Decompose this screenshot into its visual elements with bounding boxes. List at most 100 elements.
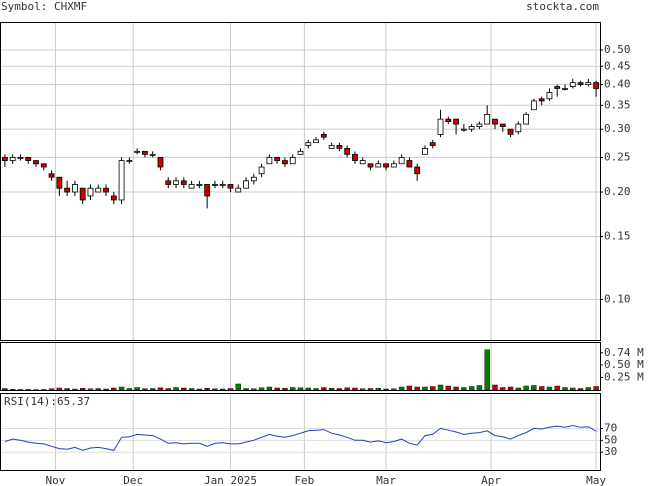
candle-body <box>149 153 156 156</box>
candle-body <box>344 147 351 155</box>
volume-bar <box>134 387 140 391</box>
candle-body <box>476 123 483 127</box>
candle-body <box>414 166 421 175</box>
volume-bar <box>227 388 234 391</box>
candle-body <box>103 187 109 193</box>
volume-bar <box>56 387 63 391</box>
volume-bar <box>204 388 210 391</box>
volume-bar <box>383 388 389 391</box>
candle-body <box>56 176 63 189</box>
x-tick-label: Mar <box>376 474 396 486</box>
candle-body <box>165 180 172 185</box>
rsi-frame <box>0 393 601 471</box>
rsi-tick-label: 50 <box>604 433 617 446</box>
volume-bar <box>142 388 148 391</box>
candle-body <box>235 187 242 193</box>
rsi-line <box>4 424 597 451</box>
volume-bar <box>321 387 327 391</box>
volume-bar <box>188 388 195 391</box>
volume-bar <box>531 385 537 391</box>
volume-tick-label: 0.50 M <box>604 358 644 371</box>
volume-bar <box>251 388 257 391</box>
volume-bar <box>17 389 24 391</box>
volume-bar <box>515 387 522 391</box>
y-tick-label: 0.35 <box>604 98 631 111</box>
x-tick-label: Nov <box>46 474 66 486</box>
volume-bar <box>523 385 529 391</box>
volume-bar <box>212 388 218 391</box>
candle-body <box>227 184 234 189</box>
candle-body <box>266 157 273 165</box>
y-tick-label: 0.30 <box>604 122 631 135</box>
volume-bar <box>126 388 133 391</box>
volume-bar <box>235 383 241 391</box>
volume-bar <box>406 385 413 391</box>
candle-body <box>406 160 413 168</box>
y-tick-label: 0.25 <box>604 150 631 163</box>
candle-body <box>258 166 265 175</box>
volume-bar <box>328 388 335 391</box>
candle-body <box>289 157 296 165</box>
rsi-label: RSI(14):65.37 <box>4 395 90 408</box>
volume-tick-label: 0.25 M <box>604 370 644 383</box>
candle-body <box>219 184 226 186</box>
candle-body <box>134 150 141 153</box>
volume-bar <box>181 387 187 391</box>
volume-bar <box>468 386 475 391</box>
candle-body <box>313 139 319 144</box>
volume-bar <box>282 388 288 391</box>
x-tick-label: Feb <box>294 474 314 486</box>
volume-bar <box>445 385 452 391</box>
candle-body <box>320 134 327 138</box>
volume-bar <box>554 385 560 391</box>
candle-body <box>196 184 203 186</box>
candle-body <box>1 157 8 161</box>
candle-body <box>64 187 71 193</box>
volume-bar <box>220 388 226 391</box>
volume-bar <box>570 387 576 391</box>
rsi-tick-label: 70 <box>604 421 617 434</box>
candle-body <box>523 113 529 125</box>
volume-bar <box>546 386 553 391</box>
volume-bar <box>344 387 350 391</box>
candle-body <box>554 86 561 89</box>
volume-bar <box>290 387 296 391</box>
volume-tick-label: 0.74 M <box>604 346 644 359</box>
candle-body <box>25 157 32 161</box>
volume-bar <box>72 388 78 391</box>
candle-body <box>336 145 343 149</box>
candle-body <box>274 157 281 161</box>
volume-bar <box>9 389 16 391</box>
volume-bar <box>360 388 366 391</box>
volume-bar <box>266 386 273 391</box>
volume-bar <box>305 387 311 391</box>
candle-body <box>87 187 94 197</box>
volume-frame <box>0 342 601 391</box>
volume-bar <box>313 388 319 391</box>
volume-bar <box>87 388 94 391</box>
candle-body <box>468 126 475 130</box>
candle-body <box>110 195 117 201</box>
volume-bar <box>149 388 156 391</box>
candle-body <box>577 82 584 85</box>
candle-body <box>118 160 125 201</box>
volume-bar <box>118 386 125 391</box>
volume-bar <box>453 386 459 391</box>
volume-bar <box>95 388 101 391</box>
rsi-tick-label: 30 <box>604 445 617 458</box>
volume-bar <box>437 384 444 391</box>
y-tick-label: 0.20 <box>604 185 631 198</box>
volume-bar <box>64 388 70 391</box>
candle-body <box>212 184 218 186</box>
candle-body <box>17 157 24 159</box>
y-tick-label: 0.50 <box>604 43 631 56</box>
candle-body <box>40 163 47 168</box>
volume-bar <box>484 349 490 391</box>
candle-body <box>499 123 506 127</box>
y-tick-label: 0.45 <box>604 59 631 72</box>
candle-body <box>569 82 576 87</box>
volume-bar <box>243 388 249 391</box>
volume-bar <box>476 385 483 391</box>
candle-body <box>398 157 405 165</box>
